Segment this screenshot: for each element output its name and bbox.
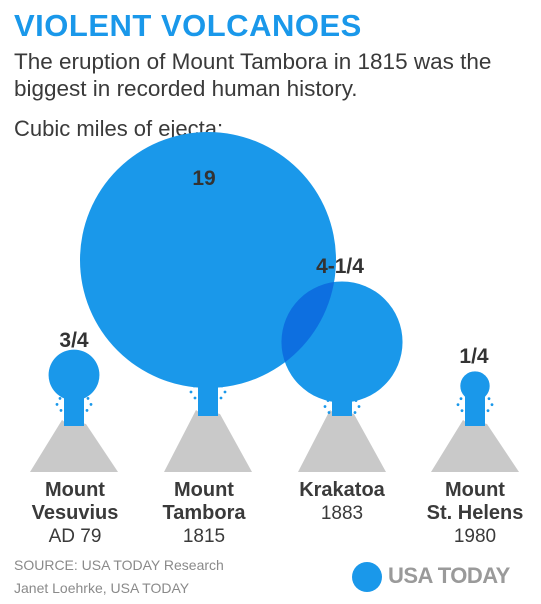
- volcano-name-line2: Vesuvius: [31, 502, 119, 524]
- spray-dot: [55, 403, 59, 406]
- value-label-2: 4-1/4: [316, 255, 364, 278]
- spray-dot: [486, 409, 490, 413]
- volcano-year: AD 79: [48, 526, 102, 547]
- volcano-label-tambora: Mount Tambora 1815: [129, 479, 279, 549]
- page-subtitle: The eruption of Mount Tambora in 1815 wa…: [14, 49, 492, 101]
- page-title: VIOLENT VOLCANOES: [14, 8, 362, 43]
- spray-dot: [327, 411, 331, 414]
- volcano-name-line1: Mount: [45, 479, 105, 501]
- volcano-year: 1883: [320, 503, 364, 524]
- spray-dot: [323, 405, 327, 408]
- credit-note: Janet Loehrke, USA TODAY: [14, 580, 190, 596]
- spray-dot: [86, 397, 90, 400]
- value-labels-layer: 3/4 19 4-1/4 1/4: [59, 167, 489, 368]
- value-label-0: 3/4: [59, 329, 89, 352]
- value-label-3: 1/4: [459, 345, 489, 368]
- volcano-name-line2: St. Helens: [426, 502, 524, 524]
- volcano-name-line1: Mount: [445, 479, 505, 501]
- mountain-2: [298, 410, 386, 472]
- volcano-label-krakatoa: Krakatoa 1883: [267, 479, 417, 526]
- spray-dot: [357, 405, 361, 408]
- volcano-year: 1815: [182, 526, 226, 547]
- eruption-column-0: [64, 394, 84, 426]
- source-note: SOURCE: USA TODAY Research: [14, 557, 224, 573]
- volcano-name-line1: Mount: [174, 479, 234, 501]
- volcano-name-line2: Tambora: [162, 502, 246, 524]
- spray-dot: [460, 409, 464, 413]
- spray-dot: [459, 397, 463, 401]
- bubble-3: [460, 371, 490, 401]
- spray-dot: [490, 403, 494, 407]
- spray-dot: [353, 411, 357, 414]
- volcano-label-vesuvius: Mount Vesuvius AD 79: [0, 479, 150, 549]
- spray-dot: [189, 390, 193, 394]
- usa-today-logo-text: USA TODAY: [388, 563, 510, 588]
- volcano-year: 1980: [453, 526, 497, 547]
- usa-today-logo-dot: [352, 562, 382, 592]
- mountains-layer: [30, 382, 519, 472]
- spray-dot: [89, 403, 93, 406]
- spray-dot: [219, 396, 223, 400]
- mountain-3: [431, 420, 519, 472]
- spray-dot: [59, 409, 63, 412]
- eruption-column-1: [198, 382, 218, 416]
- spray-dot: [487, 397, 491, 401]
- volcano-label-st-helens: Mount St. Helens 1980: [400, 479, 541, 549]
- spray-dot: [223, 390, 227, 394]
- volcano-name-line1: Krakatoa: [299, 479, 385, 501]
- value-label-1: 19: [192, 167, 215, 190]
- bubble-0: [48, 349, 100, 401]
- spray-dot: [193, 396, 197, 400]
- spray-dot: [85, 409, 89, 412]
- spray-dot: [456, 403, 460, 407]
- bubbles-layer: [48, 132, 490, 403]
- bubble-1: [80, 132, 336, 388]
- spray-dot: [58, 397, 62, 400]
- mountain-1: [164, 410, 252, 472]
- eruption-column-3: [465, 394, 485, 426]
- mountain-0: [30, 420, 118, 472]
